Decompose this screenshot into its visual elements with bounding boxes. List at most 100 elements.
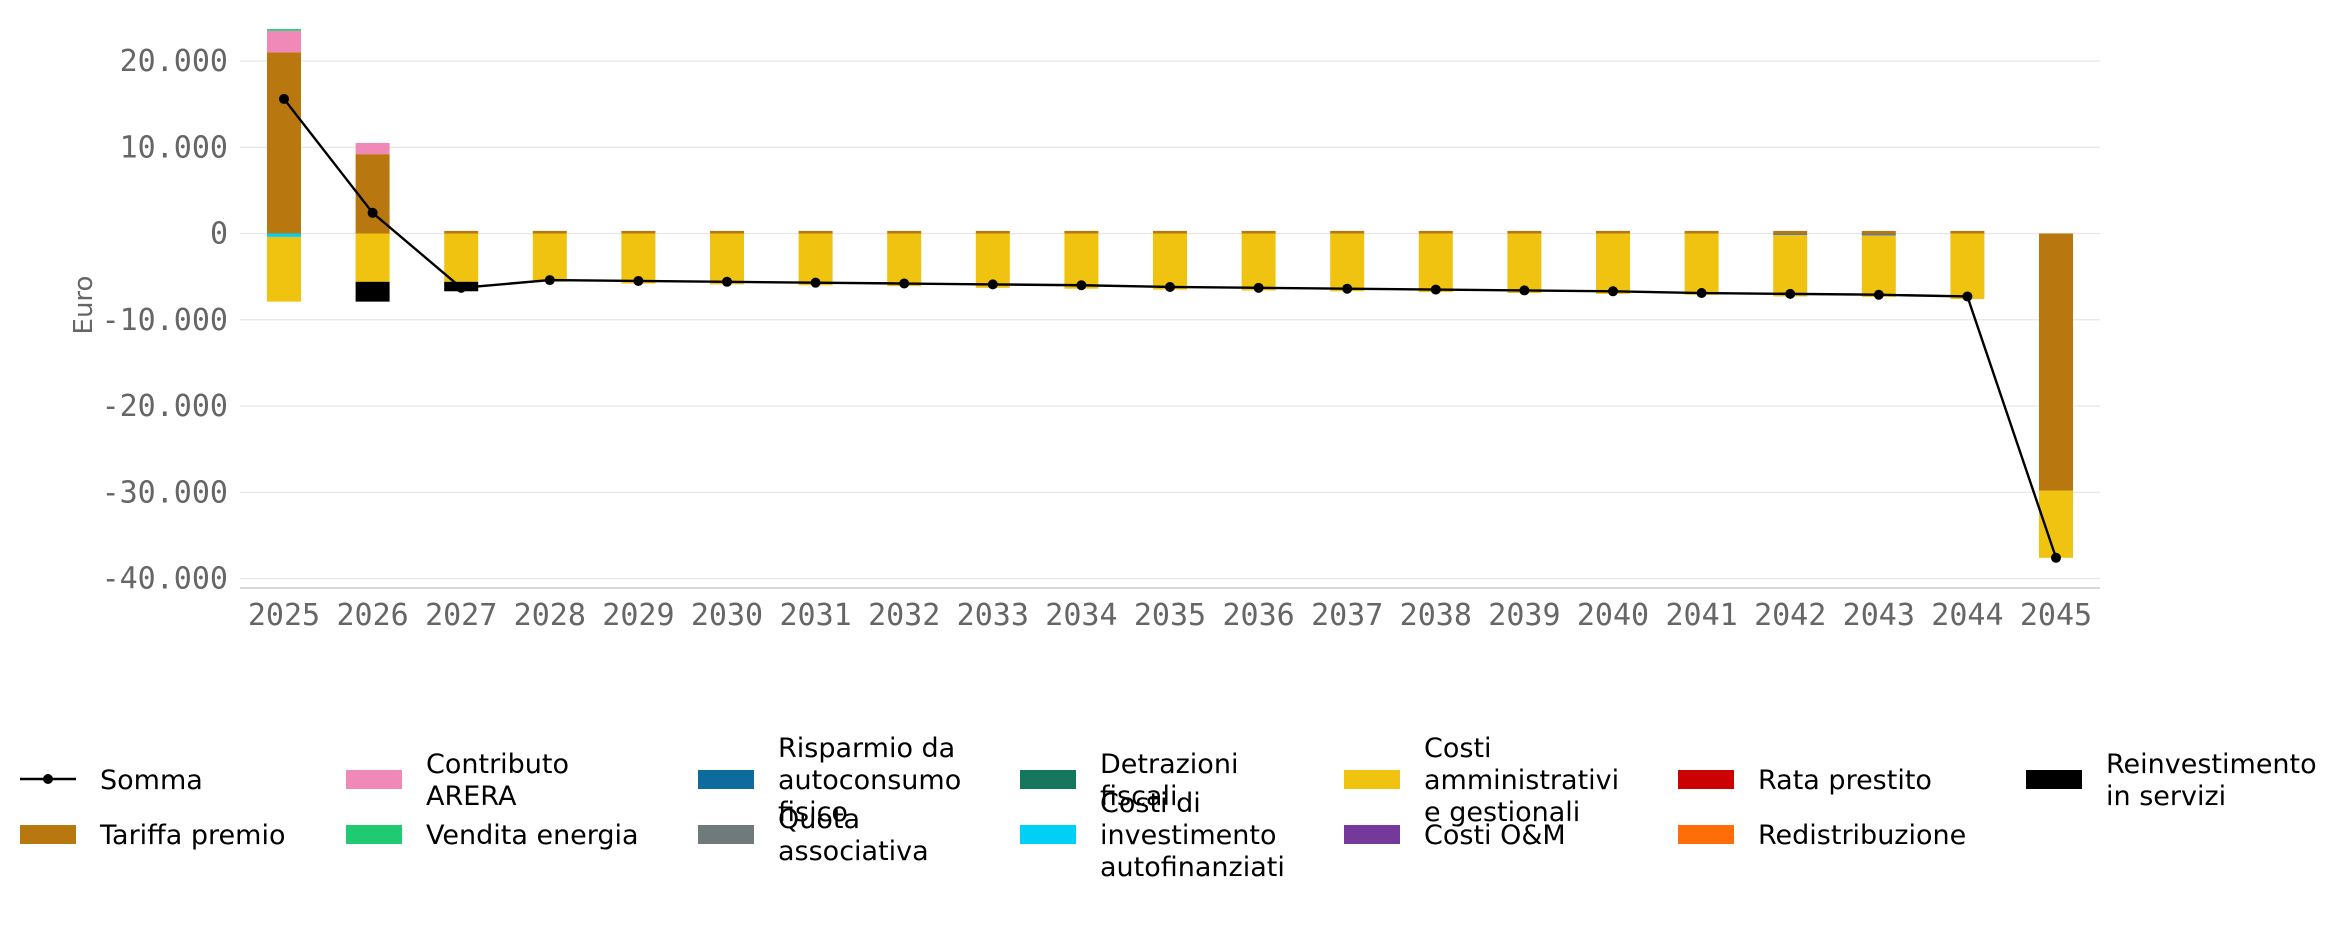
bar-segment: [1596, 230, 1630, 234]
bar-segment: [1773, 230, 1808, 234]
x-tick-label: 2039: [1488, 598, 1560, 633]
legend-label: Costi O&M: [1424, 820, 1566, 851]
legend-swatch: [2026, 770, 2082, 789]
legend-swatch: [20, 825, 76, 844]
bar-segment: [1330, 233, 1365, 292]
x-tick-label: 2032: [868, 598, 940, 633]
bar-segment: [355, 154, 390, 234]
legend-swatch: [698, 825, 754, 844]
legend: Somma Tariffa premio Contributo ARERA Vendit…: [20, 733, 2317, 883]
bar-segment: [1507, 233, 1542, 294]
x-tick-label: 2040: [1577, 598, 1649, 633]
bar-segment: [798, 230, 833, 234]
sum-line: [279, 93, 2061, 563]
bar-segment: [621, 230, 656, 234]
x-tick-label: 2031: [779, 598, 851, 633]
x-tick-label: 2035: [1134, 598, 1206, 633]
sum-point: [1342, 283, 1353, 294]
sum-point: [544, 275, 555, 286]
bar-segment: [798, 233, 833, 286]
legend-label: Somma: [100, 765, 203, 796]
x-tick-label: 2041: [1665, 598, 1737, 633]
legend-swatch: [346, 770, 402, 789]
y-tick-label: -10.000: [102, 303, 228, 338]
sum-line-path: [283, 98, 2058, 559]
legend-label: Rata prestito: [1758, 765, 1932, 796]
bar-segment: [1861, 235, 1896, 297]
bar-segment: [1507, 230, 1542, 234]
sum-point: [279, 93, 289, 104]
bar-segment: [887, 233, 922, 287]
bar-segment: [887, 230, 922, 234]
bar-segment: [355, 142, 390, 155]
y-tick-label: 0: [210, 217, 228, 252]
bar-segment: [1418, 230, 1453, 234]
bar-segment: [267, 52, 301, 234]
legend-label: Costi amministrativi e gestionali: [1424, 733, 1619, 828]
legend-line-marker: [43, 774, 53, 784]
grid-lines: [240, 60, 2100, 580]
bar-segment: [710, 230, 744, 234]
y-tick-label: 20.000: [120, 44, 228, 79]
bar-segment: [710, 233, 744, 285]
bar-segment: [267, 30, 301, 53]
bar-segment: [2039, 233, 2073, 491]
bar-segment: [1153, 230, 1187, 234]
legend-label: Risparmio da autoconsumo fisico: [778, 733, 961, 828]
y-tick-label: 10.000: [120, 130, 228, 165]
sum-point: [367, 207, 378, 218]
y-tick-label: -30.000: [102, 475, 228, 510]
sum-point: [722, 276, 732, 287]
sum-point: [1696, 288, 1707, 299]
x-tick-label: 2038: [1400, 598, 1472, 633]
bar-segment: [355, 233, 390, 282]
legend-swatch: [346, 825, 402, 844]
bar-segment: [621, 233, 656, 284]
bar-segment: [1596, 233, 1630, 294]
sum-point: [1519, 285, 1530, 296]
bar-segment: [1418, 233, 1453, 293]
bar-segment: [1064, 230, 1099, 234]
x-tick-label: 2029: [602, 598, 674, 633]
bar-segment: [1330, 230, 1365, 234]
sum-point: [810, 277, 821, 288]
legend-label: Vendita energia: [426, 820, 639, 851]
sum-point: [1608, 286, 1618, 297]
x-tick-label: 2045: [2020, 598, 2092, 633]
bar-segment: [1684, 230, 1719, 234]
legend-swatch: [1344, 770, 1400, 789]
bar-segment: [444, 233, 479, 282]
sum-point: [1165, 281, 1175, 292]
bar-segment: [1950, 230, 1985, 234]
bar-segment: [1861, 233, 1896, 236]
bar-segment: [444, 230, 479, 234]
bar-segment: [355, 281, 390, 302]
y-axis-label: Euro: [69, 276, 99, 335]
legend-swatch: [1344, 825, 1400, 844]
bar-segment: [532, 230, 567, 234]
sum-point: [1873, 289, 1884, 300]
bar-segment: [1064, 233, 1099, 289]
bar-segment: [532, 233, 567, 282]
legend-swatch: [1020, 825, 1076, 844]
x-tick-label: 2026: [336, 598, 408, 633]
y-tick-label: -20.000: [102, 389, 228, 424]
bar-segment: [1684, 233, 1719, 295]
sum-point: [456, 282, 467, 293]
legend-label: Quota associativa: [778, 804, 929, 867]
bar-segment: [267, 236, 301, 302]
sum-point: [1253, 282, 1264, 293]
legend-swatch: [698, 770, 754, 789]
legend-label: Reinvestimento in servizi: [2106, 749, 2317, 812]
sum-point: [1076, 280, 1087, 291]
legend-label: Tariffa premio: [99, 820, 285, 851]
legend-label: Detrazioni fiscali: [1100, 749, 1238, 812]
sum-point: [1430, 284, 1441, 295]
x-tick-label: 2027: [425, 598, 497, 633]
legend-swatch: [1678, 770, 1734, 789]
y-tick-label: -40.000: [102, 562, 228, 597]
bar-segment: [975, 230, 1010, 234]
bar-segment: [1861, 230, 1896, 234]
x-tick-label: 2028: [514, 598, 586, 633]
